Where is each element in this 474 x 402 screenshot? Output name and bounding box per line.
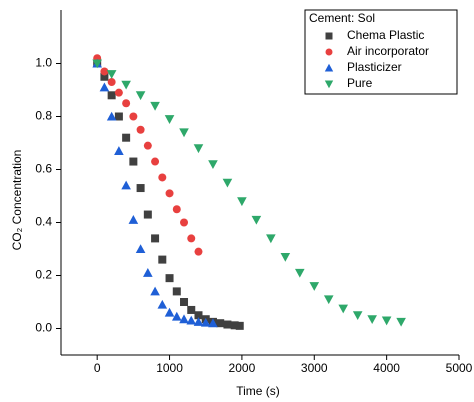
data-point bbox=[396, 317, 406, 327]
data-point bbox=[100, 67, 109, 76]
data-point bbox=[208, 318, 218, 328]
data-point bbox=[143, 141, 152, 150]
legend-marker bbox=[325, 48, 333, 56]
x-tick-label: 4000 bbox=[373, 361, 400, 375]
data-point bbox=[165, 189, 174, 198]
data-point bbox=[179, 128, 189, 138]
x-tick-label: 2000 bbox=[229, 361, 256, 375]
data-point bbox=[129, 157, 138, 166]
data-point bbox=[208, 160, 218, 169]
legend-label: Chema Plastic bbox=[347, 28, 424, 42]
data-point bbox=[121, 180, 131, 190]
data-point bbox=[158, 173, 167, 182]
data-point bbox=[200, 317, 211, 327]
y-tick-label: 0.8 bbox=[35, 109, 52, 123]
data-point bbox=[235, 321, 244, 330]
legend-marker bbox=[325, 32, 333, 40]
data-point bbox=[193, 144, 204, 154]
legend-title: Cement: Sol bbox=[309, 11, 375, 25]
data-point bbox=[295, 268, 305, 278]
data-point bbox=[187, 305, 196, 314]
data-point bbox=[172, 205, 181, 214]
data-point bbox=[106, 70, 117, 79]
data-point bbox=[107, 78, 116, 87]
data-point bbox=[143, 268, 153, 277]
data-point bbox=[164, 307, 175, 317]
data-point bbox=[100, 72, 109, 81]
data-point bbox=[323, 295, 334, 305]
data-point bbox=[114, 112, 123, 121]
data-point bbox=[171, 311, 182, 321]
data-point bbox=[136, 184, 145, 193]
data-point bbox=[165, 274, 174, 283]
data-point bbox=[309, 282, 320, 291]
data-point bbox=[143, 210, 152, 219]
data-point bbox=[237, 197, 247, 207]
x-tick-label: 5000 bbox=[446, 361, 473, 375]
data-point bbox=[194, 247, 203, 256]
data-point bbox=[222, 178, 233, 188]
data-point bbox=[186, 315, 197, 325]
data-point bbox=[157, 299, 168, 309]
data-point bbox=[193, 317, 204, 326]
legend-marker bbox=[324, 80, 334, 89]
data-point bbox=[223, 320, 232, 329]
x-tick-label: 3000 bbox=[301, 361, 328, 375]
data-point bbox=[180, 218, 189, 227]
data-point bbox=[135, 244, 146, 253]
y-tick-label: 0.6 bbox=[35, 162, 52, 176]
legend-label: Pure bbox=[347, 76, 373, 90]
data-point bbox=[280, 252, 291, 262]
data-point bbox=[180, 298, 189, 306]
data-point bbox=[158, 255, 167, 264]
data-point bbox=[381, 316, 392, 326]
legend-label: Plasticizer bbox=[347, 60, 402, 74]
data-point bbox=[367, 315, 377, 325]
data-point bbox=[114, 88, 123, 97]
data-point bbox=[106, 111, 117, 121]
x-axis-label: Time (s) bbox=[236, 384, 280, 398]
data-point bbox=[128, 215, 139, 224]
data-point bbox=[136, 125, 145, 134]
data-point bbox=[150, 101, 160, 111]
y-tick-label: 1.0 bbox=[35, 56, 52, 70]
data-point bbox=[251, 215, 262, 225]
data-point bbox=[121, 80, 131, 90]
legend-label: Air incorporator bbox=[347, 44, 429, 58]
data-point bbox=[266, 234, 276, 244]
data-point bbox=[151, 157, 160, 166]
data-point bbox=[352, 311, 363, 321]
y-tick-label: 0.2 bbox=[35, 268, 52, 282]
data-point bbox=[99, 82, 110, 92]
data-point bbox=[179, 314, 189, 324]
y-tick-label: 0.0 bbox=[35, 321, 52, 335]
data-point bbox=[150, 286, 160, 296]
data-point bbox=[164, 115, 175, 124]
data-point bbox=[122, 133, 131, 142]
data-point bbox=[129, 112, 138, 121]
data-point bbox=[172, 287, 181, 296]
data-point bbox=[187, 234, 196, 243]
data-point bbox=[92, 59, 102, 69]
data-point bbox=[338, 304, 349, 314]
x-tick-label: 1000 bbox=[156, 361, 183, 375]
data-point bbox=[194, 311, 203, 320]
y-tick-label: 0.4 bbox=[35, 215, 52, 229]
y-axis-label: CO₂ Concentration bbox=[10, 150, 24, 251]
data-point bbox=[230, 321, 239, 330]
legend-marker bbox=[324, 63, 334, 72]
data-point bbox=[216, 319, 225, 328]
x-tick-label: 0 bbox=[94, 361, 101, 375]
data-point bbox=[107, 91, 116, 100]
data-point bbox=[114, 146, 124, 155]
data-point bbox=[135, 91, 146, 101]
data-point bbox=[151, 234, 160, 243]
data-point bbox=[122, 99, 131, 108]
